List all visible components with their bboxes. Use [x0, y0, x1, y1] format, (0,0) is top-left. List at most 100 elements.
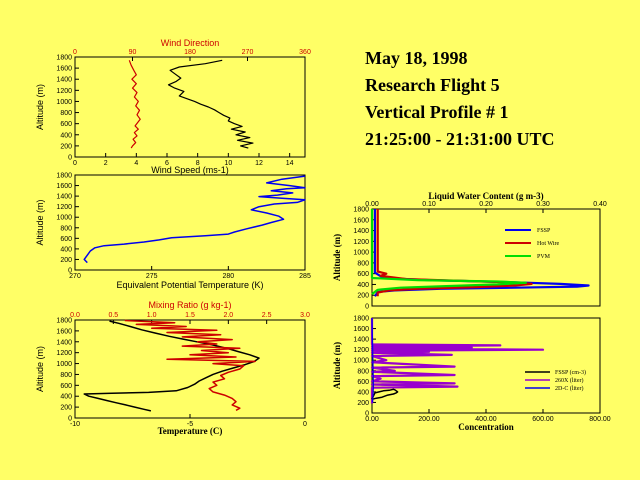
- theta-xtick-label: 285: [299, 273, 311, 280]
- theta-ytick-label: 1400: [56, 194, 72, 201]
- theta-e-chart: 0 200 400 600 800 1000 1200 1400 1600 1800 Altitud…: [35, 173, 311, 291]
- temp-xtick-label: -5: [187, 421, 193, 428]
- theta-ytick-label: 600: [60, 236, 72, 243]
- theta-ytick-label: 400: [60, 246, 72, 253]
- conc-series-260x: [370, 318, 545, 404]
- wind-ytick-label: 1400: [56, 77, 72, 84]
- wind-xtick-label: 2: [104, 160, 108, 167]
- concentration-chart: 0 200 400 600 800 1000 1200 1400 1600 1800 Altitud…: [332, 316, 611, 433]
- lwc-ylabel: Altitude (m): [332, 234, 342, 281]
- temperature-mixing-chart: 0 200 400 600 800 1000 1200 1400 1600 1800 Altitud…: [35, 300, 310, 436]
- wind-chart: 020040060080010001200140016001800Altitud…: [35, 38, 311, 175]
- wind-top-tick-label: 360: [299, 49, 311, 56]
- theta-ytick-label: 1200: [56, 204, 72, 211]
- conc-ytick-label: 200: [357, 400, 369, 407]
- theta-ytick-label: 0: [68, 268, 72, 275]
- title-flight: Research Flight 5: [365, 75, 500, 95]
- wind-top-tick-label: 270: [242, 49, 254, 56]
- wind-speed-xlabel: Wind Speed (ms-1): [151, 165, 229, 175]
- theta-ytick-label: 200: [60, 257, 72, 264]
- lwc-ytick-label: 1800: [353, 207, 369, 214]
- lwc-ytick-label: 600: [357, 271, 369, 278]
- conc-xlabel: Concentration: [458, 422, 514, 432]
- wind-top-tick-label: 90: [129, 49, 137, 56]
- theta-xtick-label: 270: [69, 273, 81, 280]
- lwc-ytick-label: 400: [357, 282, 369, 289]
- lwc-top-tick-label: 0.20: [479, 201, 493, 208]
- temp-series-mixing-ratio: [124, 319, 256, 412]
- wind-ytick-label: 600: [60, 121, 72, 128]
- wind-ytick-label: 0: [68, 155, 72, 162]
- temp-ytick-label: 1800: [56, 318, 72, 325]
- title-time: 21:25:00 - 21:31:00 UTC: [365, 129, 554, 149]
- lwc-ytick-label: 800: [357, 260, 369, 267]
- temp-series-temperature: [83, 320, 260, 412]
- wind-ytick-label: 200: [60, 143, 72, 150]
- lwc-ytick-label: 1000: [353, 250, 369, 257]
- lwc-top-tick-label: 0.40: [593, 201, 607, 208]
- lwc-ytick-label: 1400: [353, 228, 369, 235]
- lwc-ytick-label: 200: [357, 293, 369, 300]
- conc-xtick-label: 600.00: [532, 416, 554, 423]
- lwc-legend-label: Hot Wire: [537, 241, 559, 247]
- theta-xtick-label: 275: [146, 273, 158, 280]
- theta-xlabel: Equivalent Potential Temperature (K): [117, 280, 264, 290]
- conc-xtick-label: 800.00: [589, 416, 611, 423]
- theta-plot-frame: [74, 174, 306, 271]
- lwc-top-tick-label: 0.10: [422, 201, 436, 208]
- lwc-ytick-label: 0: [365, 304, 369, 311]
- lwc-title: Liquid Water Content (g m-3): [428, 191, 543, 201]
- wind-ytick-label: 1000: [56, 99, 72, 106]
- conc-legend-label: FSSP (cm-3): [555, 369, 586, 376]
- theta-ytick-label: 800: [60, 225, 72, 232]
- wind-ytick-label: 1200: [56, 88, 72, 95]
- temp-ylabel: Altitude (m): [35, 346, 45, 392]
- conc-ytick-label: 1600: [353, 326, 369, 333]
- wind-ytick-label: 1800: [56, 55, 72, 62]
- wind-top-tick-label: 180: [184, 49, 196, 56]
- lwc-ytick-label: 1600: [353, 217, 369, 224]
- temp-ytick-label: 1200: [56, 350, 72, 357]
- conc-ytick-label: 400: [357, 389, 369, 396]
- lwc-top-tick-label: 0.00: [365, 201, 379, 208]
- wind-xtick-label: 0: [73, 160, 77, 167]
- conc-ytick-label: 1200: [353, 347, 369, 354]
- conc-series-2d-c: [371, 317, 374, 403]
- theta-ylabel: Altitude (m): [35, 199, 45, 245]
- lwc-ytick-label: 1200: [353, 239, 369, 246]
- conc-ytick-label: 1400: [353, 337, 369, 344]
- temp-top-tick-label: 1.0: [147, 312, 157, 319]
- temp-top-tick-label: 0.5: [108, 312, 118, 319]
- wind-series-wind-speed: [167, 59, 254, 149]
- temp-top-tick-label: 1.5: [185, 312, 195, 319]
- wind-top-tick-label: 0: [73, 49, 77, 56]
- temperature-xlabel: Temperature (C): [158, 426, 223, 436]
- theta-series-line: [83, 175, 306, 264]
- wind-ytick-label: 800: [60, 110, 72, 117]
- temp-xtick-label: -10: [70, 421, 80, 428]
- theta-ytick-label: 1800: [56, 173, 72, 180]
- conc-xtick-label: 0.00: [365, 416, 379, 423]
- theta-ytick-label: 1600: [56, 183, 72, 190]
- temp-top-tick-label: 3.0: [300, 312, 310, 319]
- wind-ytick-label: 400: [60, 132, 72, 139]
- wind-ylabel: Altitude (m): [35, 84, 45, 130]
- temp-ytick-label: 800: [60, 372, 72, 379]
- conc-ytick-label: 1800: [353, 316, 369, 323]
- wind-xtick-label: 4: [134, 160, 138, 167]
- title-profile: Vertical Profile # 1: [365, 102, 508, 122]
- wind-direction-xlabel: Wind Direction: [161, 38, 220, 48]
- temp-ytick-label: 1000: [56, 361, 72, 368]
- theta-xtick-label: 280: [222, 273, 234, 280]
- temp-ytick-label: 1400: [56, 339, 72, 346]
- temp-ytick-label: 0: [68, 416, 72, 423]
- conc-legend-label: 2D-C (liter): [555, 385, 584, 392]
- conc-ytick-label: 800: [357, 368, 369, 375]
- wind-xtick-label: 8: [196, 160, 200, 167]
- wind-xtick-label: 6: [165, 160, 169, 167]
- temp-ytick-label: 400: [60, 394, 72, 401]
- wind-xtick-label: 14: [286, 160, 294, 167]
- lwc-legend-label: FSSP: [537, 228, 551, 234]
- liquid-water-content-chart: 0 200 400 600 800 1000 1200 1400 1600 1800 Altitud…: [332, 191, 607, 311]
- wind-ytick-label: 1600: [56, 66, 72, 73]
